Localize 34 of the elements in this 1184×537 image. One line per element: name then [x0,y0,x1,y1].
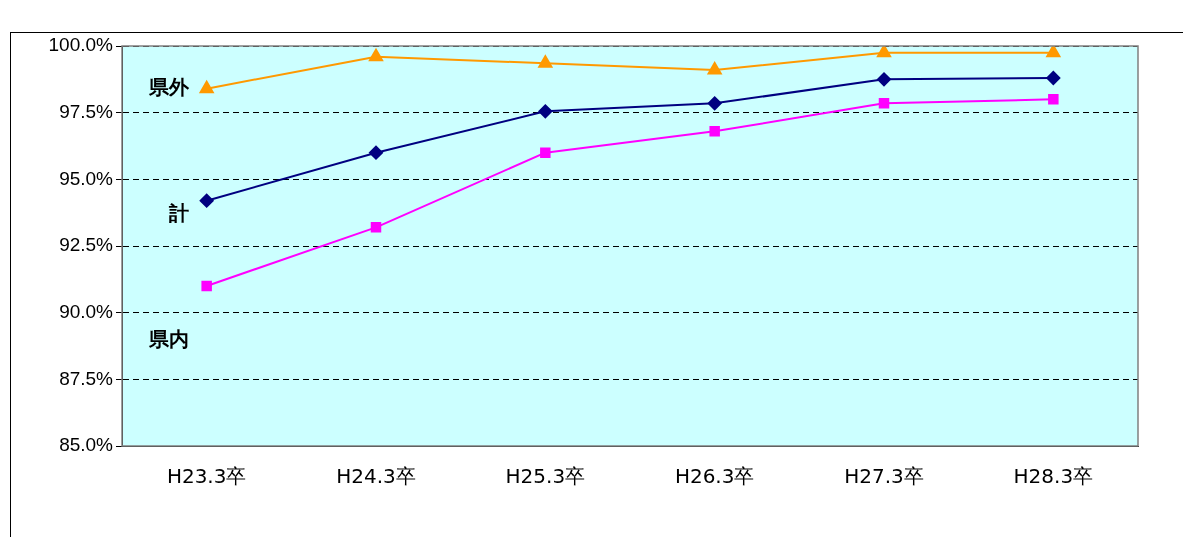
point [201,280,212,292]
point [538,55,553,68]
point [540,147,551,158]
x-tick-label: H24.3卒 [336,464,416,489]
point [878,98,890,109]
x-tick-label: H28.3卒 [1013,464,1094,489]
point [877,72,891,87]
point [709,126,720,137]
point [707,96,722,111]
series-label: 計 [167,200,189,225]
point [369,145,383,160]
point [876,46,892,58]
y-tick-label: 87.5% [59,367,114,389]
point [370,222,382,233]
y-tick-label: 97.5% [59,100,114,122]
y-tick-label: 92.5% [59,234,114,256]
point [199,193,214,208]
y-tick-label: 100.0% [48,34,114,56]
point [1048,94,1059,105]
point [707,62,722,75]
series-label: 県外 [147,74,190,99]
x-tick-label: H23.3卒 [166,464,247,489]
y-tick-label: 90.0% [59,300,114,322]
x-tick-label: H27.3卒 [844,464,924,489]
point [1046,71,1061,85]
x-tick-label: H26.3卒 [674,464,755,489]
series-label: 県内 [147,327,189,352]
point [199,80,214,94]
x-tick-label: H25.3卒 [505,464,586,489]
point [1046,46,1061,58]
point [368,48,384,62]
y-tick-label: 95.0% [59,167,114,189]
point [538,104,553,119]
y-tick-label: 85.0% [59,434,114,456]
